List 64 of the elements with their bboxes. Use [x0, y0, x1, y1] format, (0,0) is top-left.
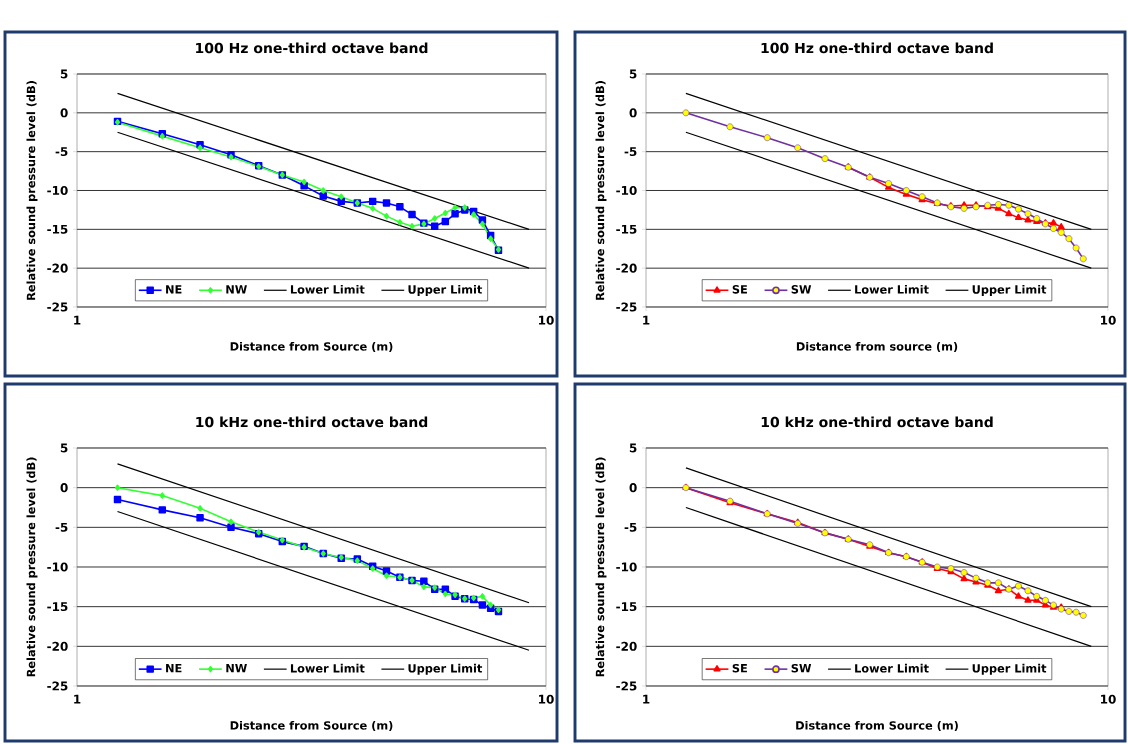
y-tick-label: -15 [616, 602, 637, 612]
y-tick-label: -10 [47, 562, 68, 572]
y-tick-label: -20 [616, 263, 637, 273]
y-tick-label: -10 [616, 562, 637, 572]
y-tick-label: -20 [47, 641, 68, 651]
y-tick-label: -5 [55, 147, 68, 157]
legend-label: SE [732, 285, 747, 294]
x-axis-title: Distance from Source (m) [230, 720, 393, 732]
legend-label: Upper Limit [408, 663, 483, 675]
y-tick-label: 0 [60, 483, 68, 493]
y-tick-label: -10 [47, 185, 68, 196]
y-tick-label: 5 [60, 443, 68, 453]
x-tick-label: 1 [643, 315, 650, 325]
x-axis-title: Distance from source (m) [796, 341, 958, 353]
x-tick-label: 1 [74, 315, 81, 325]
chart-title: 10 kHz one-third octave band [196, 416, 428, 428]
legend-label: NW [226, 285, 247, 294]
y-tick-label: -20 [616, 641, 637, 651]
y-axis-title: Relative sound pressure level (dB) [595, 81, 607, 300]
y-tick-label: -25 [47, 681, 68, 691]
y-tick-label: 5 [60, 69, 68, 79]
legend-label: NW [226, 664, 247, 673]
y-tick-label: -5 [624, 147, 637, 157]
y-tick-label: 5 [629, 443, 637, 453]
y-tick-label: 5 [629, 69, 637, 79]
legend-label: Upper Limit [972, 663, 1047, 675]
legend-label: Lower Limit [855, 284, 929, 294]
y-tick-label: -20 [47, 263, 68, 273]
y-tick-label: 0 [629, 108, 637, 118]
legend-label: SW [791, 285, 812, 294]
chart-title: 100 Hz one-third octave band [196, 42, 428, 54]
x-tick-label: 10 [1101, 315, 1116, 325]
y-axis-title: Relative sound pressure level (dB) [595, 457, 607, 677]
chart-title: 100 Hz one-third octave band [761, 42, 993, 54]
x-tick-label: 10 [539, 694, 554, 704]
y-axis-title: Relative sound pressure level (dB) [26, 81, 38, 300]
x-tick-label: 10 [539, 315, 554, 325]
y-tick-label: -5 [55, 522, 68, 532]
x-axis-title: Distance from Source (m) [796, 720, 958, 732]
y-tick-label: 0 [629, 483, 637, 493]
legend-label: Upper Limit [408, 284, 483, 296]
x-tick-label: 10 [1101, 694, 1116, 704]
legend-label: Lower Limit [855, 663, 929, 673]
y-tick-label: -15 [616, 224, 637, 234]
x-axis-title: Distance from Source (m) [230, 341, 393, 353]
y-tick-label: -25 [616, 681, 637, 691]
y-tick-label: -25 [616, 302, 637, 312]
legend-label: NE [166, 285, 182, 294]
legend-label: Lower Limit [290, 284, 365, 294]
legend-label: Lower Limit [290, 663, 365, 673]
y-tick-label: -25 [47, 302, 68, 312]
y-tick-label: -10 [616, 185, 637, 196]
x-tick-label: 1 [74, 694, 81, 704]
y-tick-label: 0 [60, 108, 68, 118]
chart-title: 10 kHz one-third octave band [761, 416, 993, 428]
x-tick-label: 1 [643, 694, 650, 704]
y-axis-title: Relative sound pressure level (dB) [26, 457, 38, 677]
y-tick-label: -15 [47, 224, 68, 234]
legend-label: Upper Limit [972, 284, 1047, 296]
legend-label: SW [791, 663, 812, 673]
legend-label: SE [732, 663, 747, 673]
y-tick-label: -15 [47, 602, 68, 612]
y-tick-label: -5 [624, 522, 637, 532]
legend-label: NE [166, 664, 182, 673]
